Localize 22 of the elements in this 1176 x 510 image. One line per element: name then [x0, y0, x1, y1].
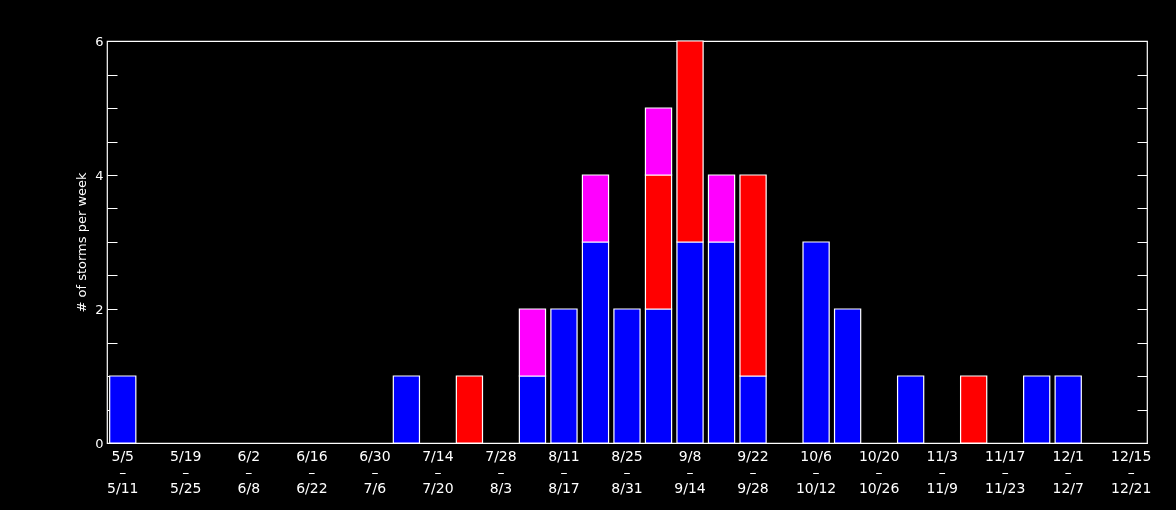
- x-tick-label: 7/14 – 7/20: [422, 447, 454, 496]
- x-tick-label: 9/8 – 9/14: [674, 447, 706, 496]
- x-tick-label: 10/20 – 10/26: [858, 447, 900, 496]
- x-tick-label: 5/19 – 5/25: [170, 447, 202, 496]
- x-tick-label: 8/25 – 8/31: [611, 447, 643, 496]
- y-axis-title: # of storms per week: [74, 172, 90, 313]
- x-tick-label: 12/15 – 12/21: [1111, 447, 1152, 496]
- y-tick-label: 2: [95, 301, 104, 317]
- x-tick-label: 6/2 – 6/8: [237, 447, 261, 496]
- x-tick-label: 6/16 – 6/22: [296, 447, 328, 496]
- x-tick-label: 7/28 – 8/3: [485, 447, 517, 496]
- x-tick-label: 11/17 – 11/23: [985, 447, 1026, 496]
- x-tick-label: 11/3 – 11/9: [926, 447, 958, 496]
- x-tick-label: 12/1 – 12/7: [1052, 447, 1084, 496]
- x-tick-label: 9/22 – 9/28: [737, 447, 769, 496]
- y-tick-label: 0: [95, 435, 104, 451]
- x-tick-label: 6/30 – 7/6: [359, 447, 391, 496]
- x-tick-label: 5/5 – 5/11: [107, 447, 139, 496]
- x-tick-label: 10/6 – 10/12: [795, 447, 837, 496]
- y-tick-label: 4: [95, 167, 104, 183]
- y-tick-label: 6: [95, 33, 104, 49]
- x-tick-label: 8/11 – 8/17: [548, 447, 580, 496]
